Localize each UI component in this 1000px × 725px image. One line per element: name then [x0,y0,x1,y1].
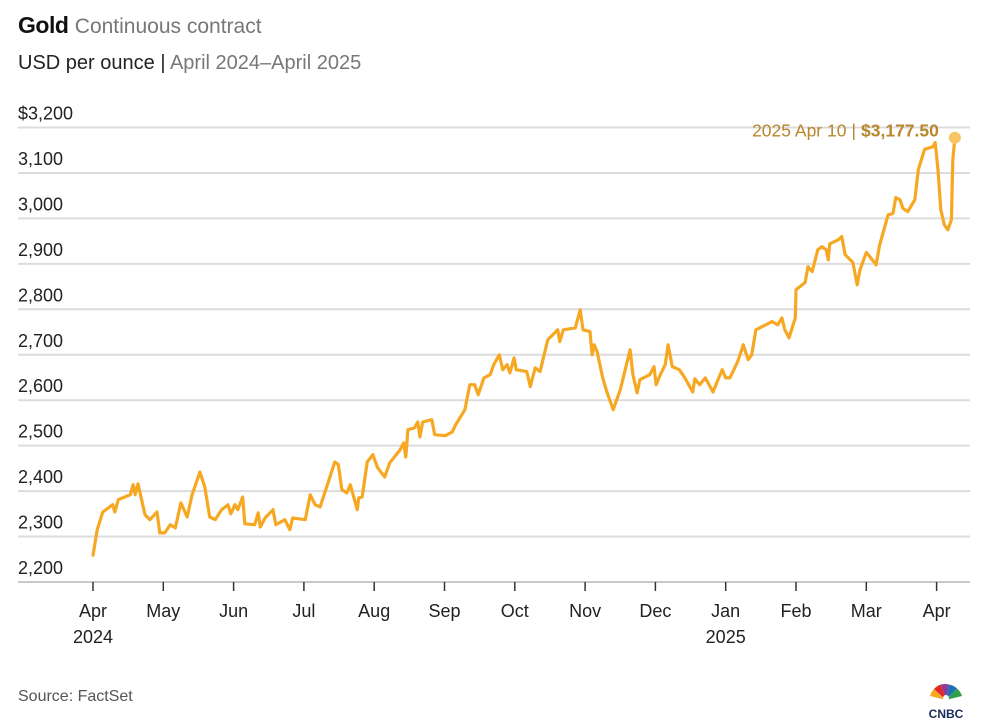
y-axis-labels: $3,200 3,100 3,000 2,900 2,800 2,700 2,600 2,50… [18,104,73,579]
gold-price-line [91,136,957,557]
y-tick-label: 2,700 [18,331,63,351]
x-tick-label: Jun [219,601,248,621]
title-note: Continuous contract [74,15,262,38]
x-tick-label: Aug [358,601,390,621]
y-tick-label: 2,600 [18,376,63,396]
x-tick-label: Jan [711,601,740,621]
y-tick-label: 3,000 [18,194,63,214]
subtitle-unit: USD per ounce [18,52,155,74]
last-price-dot [948,131,961,144]
x-tick-label: Apr [79,601,107,621]
cnbc-logo: CNBC [929,683,964,720]
y-tick-label: 2,400 [18,467,63,487]
x-tick-label: Jul [292,601,315,621]
y-tick-label: 2,300 [18,513,63,533]
svg-text:CNBC: CNBC [929,707,964,720]
x-axis: Apr 2024 May Jun Jul Aug Sep Oct Nov Dec Jan 2025 Fe… [73,582,951,647]
annotation-value: $3,177.50 [861,121,939,141]
x-tick-label: Apr [923,601,951,621]
annotation-date: 2025 Apr 10 [752,121,847,141]
x-tick-label: Feb [780,601,811,621]
x-tick-label: Sep [428,601,460,621]
subtitle-range: April 2024–April 2025 [169,52,362,74]
x-tick-label: Nov [569,601,601,621]
x-year-label: 2025 [706,627,746,647]
y-tick-label: 2,500 [18,422,63,442]
x-tick-label: Mar [851,601,882,621]
gridlines [18,126,970,583]
title-main: Gold [18,12,69,38]
y-tick-label: 2,800 [18,285,63,305]
y-tick-label: $3,200 [18,104,73,124]
x-tick-label: Dec [639,601,671,621]
y-tick-label: 3,100 [18,149,63,169]
x-year-label: 2024 [73,627,113,647]
annotation-separator: | [851,121,856,141]
chart-title: Gold Continuous contract [18,12,262,39]
source-note: Source: FactSet [18,688,133,705]
x-tick-label: May [146,601,180,621]
y-tick-label: 2,900 [18,240,63,260]
x-tick-label: Oct [501,601,529,621]
chart-subtitle: USD per ounce | April 2024–April 2025 [18,52,361,75]
last-price-annotation: 2025 Apr 10 | $3,177.50 [752,121,939,141]
y-tick-label: 2,200 [18,558,63,578]
subtitle-separator: | [160,52,166,74]
